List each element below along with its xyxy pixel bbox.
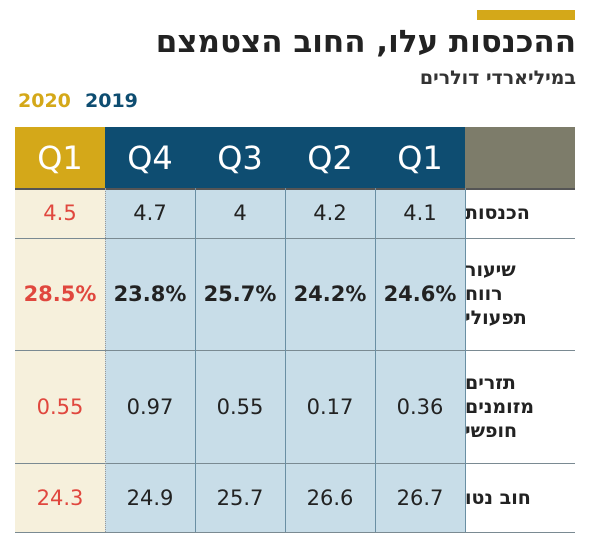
accent-bar	[477, 10, 575, 20]
column-divider	[105, 188, 106, 532]
table-cell: 4	[195, 188, 285, 238]
column-header-2019-q1: Q1	[375, 127, 465, 188]
table-cell: 26.6	[285, 463, 375, 532]
row-label-line: חופשי	[465, 419, 518, 442]
row-label: שיעור רווח תפעולי	[465, 238, 575, 350]
grid-line	[15, 463, 575, 464]
column-header-2019-q2: Q2	[285, 127, 375, 188]
column-divider	[465, 188, 466, 532]
grid-line	[15, 350, 575, 351]
table-cell: 4.7	[105, 188, 195, 238]
row-label-line: מזומנים	[465, 395, 535, 418]
table-cell: 0.55	[15, 350, 105, 463]
table-cell: 23.8%	[105, 238, 195, 350]
column-divider	[195, 188, 196, 532]
column-divider	[285, 188, 286, 532]
table-cell: 0.17	[285, 350, 375, 463]
table-cell: 4.1	[375, 188, 465, 238]
row-label-line: שיעור	[465, 259, 516, 281]
row-label-line: תפעולי	[465, 307, 527, 329]
table-cell: 0.55	[195, 350, 285, 463]
data-table: Q1 Q4 Q3 Q2 Q1 4.5 4.7 4 4.2 4.1 הכנסות 28.5% 23.8% 2…	[15, 127, 575, 533]
legend-2020: 2020	[18, 90, 71, 112]
table-cell: 28.5%	[15, 238, 105, 350]
grid-line	[15, 238, 575, 239]
legend-2019: 2019	[85, 90, 138, 112]
column-header-2019-q3: Q3	[195, 127, 285, 188]
table-cell: 26.7	[375, 463, 465, 532]
grid-line	[15, 188, 575, 190]
chart-title: ההכנסות עלו, החוב הצטמצם	[155, 24, 576, 60]
row-label: הכנסות	[465, 188, 575, 238]
row-label-header	[465, 127, 575, 188]
table-cell: 25.7	[195, 463, 285, 532]
row-label-line: רווח	[465, 283, 503, 305]
table-cell: 4.2	[285, 188, 375, 238]
table-cell: 24.3	[15, 463, 105, 532]
row-label: תזרים מזומנים חופשי	[465, 350, 575, 463]
table-cell: 0.97	[105, 350, 195, 463]
table-cell: 25.7%	[195, 238, 285, 350]
row-label: חוב נטו	[465, 463, 575, 532]
row-label-line: תזרים	[465, 371, 516, 394]
table-cell: 24.2%	[285, 238, 375, 350]
table-cell: 24.9	[105, 463, 195, 532]
column-divider	[375, 188, 376, 532]
table-cell: 24.6%	[375, 238, 465, 350]
table-cell: 4.5	[15, 188, 105, 238]
column-header-2020-q1: Q1	[15, 127, 105, 188]
column-header-2019-q4: Q4	[105, 127, 195, 188]
chart-subtitle: במיליארדי דולרים	[419, 67, 576, 89]
table-cell: 0.36	[375, 350, 465, 463]
grid-line	[15, 532, 575, 533]
